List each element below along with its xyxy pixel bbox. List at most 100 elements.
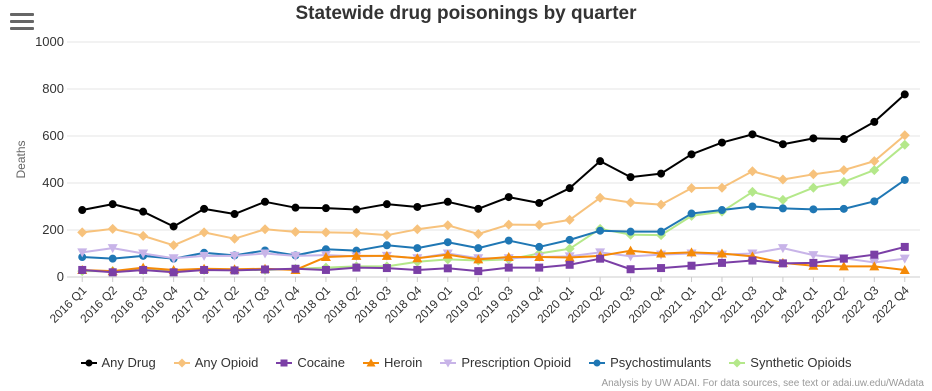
data-point-synthetic-opioids	[777, 194, 788, 205]
data-point-heroin	[503, 252, 514, 262]
data-point-any-opioid	[77, 227, 88, 238]
data-point-any-drug	[321, 204, 330, 213]
data-point-heroin	[473, 254, 484, 264]
legend-marker	[732, 358, 742, 367]
data-point-any-opioid	[107, 223, 118, 234]
data-point-psychostimulants	[596, 226, 605, 235]
data-point-cocaine	[352, 263, 361, 272]
data-point-heroin	[534, 252, 545, 262]
legend-label: Heroin	[384, 355, 423, 370]
data-point-any-opioid	[412, 224, 423, 235]
y-axis-title: Deaths	[14, 140, 28, 178]
data-point-psychostimulants	[657, 227, 666, 236]
data-point-any-opioid	[199, 227, 210, 238]
data-point-heroin	[351, 250, 362, 260]
data-point-psychostimulants	[626, 227, 635, 236]
data-point-prescription-opioid	[260, 249, 271, 259]
data-point-psychostimulants	[108, 254, 117, 263]
data-point-cocaine	[717, 258, 726, 267]
data-point-heroin	[838, 261, 849, 271]
data-point-cocaine	[504, 263, 513, 272]
data-point-any-drug	[78, 206, 87, 215]
data-point-any-opioid	[838, 165, 849, 176]
data-point-heroin	[564, 252, 575, 262]
data-point-psychostimulants	[748, 202, 757, 211]
data-point-heroin	[320, 252, 331, 262]
legend-label: Any Drug	[101, 355, 156, 370]
data-point-cocaine	[748, 256, 757, 265]
data-point-prescription-opioid	[199, 251, 210, 261]
legend-symbol	[80, 359, 97, 366]
data-point-any-drug	[565, 184, 574, 193]
data-point-cocaine	[169, 268, 178, 277]
legend-marker	[366, 358, 376, 366]
data-point-any-drug	[657, 169, 666, 178]
hamburger-menu-icon[interactable]	[10, 10, 34, 30]
data-point-psychostimulants	[382, 241, 391, 250]
legend-label: Prescription Opioid	[461, 355, 572, 370]
data-point-prescription-opioid	[77, 248, 88, 258]
data-point-psychostimulants	[778, 204, 787, 213]
series-any-drug	[78, 90, 909, 231]
data-point-cocaine	[443, 264, 452, 273]
series-line-any-opioid	[82, 134, 906, 247]
legend-marker	[593, 359, 601, 366]
legend-marker	[443, 359, 453, 367]
data-point-any-opioid	[777, 174, 788, 185]
data-point-cocaine	[321, 265, 330, 274]
y-tick-label: 600	[42, 128, 64, 143]
data-point-cocaine	[626, 265, 635, 274]
data-point-synthetic-opioids	[838, 176, 849, 187]
data-point-heroin	[381, 250, 392, 260]
legend-item-cocaine[interactable]: Cocaine	[276, 355, 345, 370]
data-point-cocaine	[657, 264, 666, 273]
data-point-cocaine	[413, 265, 422, 274]
data-point-cocaine	[870, 250, 879, 259]
legend-item-any-drug[interactable]: Any Drug	[80, 355, 156, 370]
data-point-heroin	[899, 264, 910, 274]
data-point-psychostimulants	[900, 175, 909, 184]
data-point-prescription-opioid	[899, 254, 910, 264]
data-point-psychostimulants	[717, 206, 726, 215]
data-point-psychostimulants	[839, 204, 848, 213]
data-point-any-opioid	[869, 156, 880, 167]
legend-label: Psychostimulants	[610, 355, 712, 370]
data-point-any-drug	[717, 138, 726, 147]
legend-item-any-opioid[interactable]: Any Opioid	[173, 355, 259, 370]
data-point-synthetic-opioids	[747, 186, 758, 197]
data-point-heroin	[412, 253, 423, 263]
data-point-cocaine	[778, 259, 787, 268]
data-point-any-opioid	[534, 219, 545, 230]
y-tick-label: 200	[42, 222, 64, 237]
data-point-any-opioid	[229, 233, 240, 244]
legend-marker	[177, 358, 187, 367]
legend-label: Any Opioid	[194, 355, 259, 370]
data-point-cocaine	[565, 260, 574, 269]
legend-item-heroin[interactable]: Heroin	[363, 355, 422, 370]
data-point-any-opioid	[899, 130, 910, 141]
data-point-any-opioid	[138, 230, 149, 241]
legend-marker	[280, 359, 288, 366]
data-point-any-drug	[382, 200, 391, 209]
data-point-heroin	[716, 248, 727, 258]
data-point-cocaine	[230, 266, 239, 275]
legend-item-psychostimulants[interactable]: Psychostimulants	[589, 355, 711, 370]
data-point-any-drug	[839, 135, 848, 144]
data-point-any-opioid	[716, 182, 727, 193]
data-point-synthetic-opioids	[808, 182, 819, 193]
legend-item-prescription-opioid[interactable]: Prescription Opioid	[440, 355, 571, 370]
data-point-any-drug	[108, 200, 117, 209]
chart-credits[interactable]: Analysis by UW ADAI. For data sources, s…	[601, 378, 924, 389]
data-point-any-opioid	[320, 227, 331, 238]
data-point-cocaine	[108, 268, 117, 277]
data-point-cocaine	[839, 254, 848, 263]
data-point-any-opioid	[290, 226, 301, 237]
data-point-cocaine	[535, 263, 544, 272]
legend-marker	[85, 359, 93, 366]
legend-item-synthetic-opioids[interactable]: Synthetic Opioids	[729, 355, 851, 370]
data-point-any-drug	[474, 204, 483, 213]
data-point-cocaine	[900, 242, 909, 251]
data-point-any-opioid	[564, 214, 575, 225]
data-point-psychostimulants	[504, 236, 513, 245]
data-point-any-opioid	[168, 240, 179, 251]
